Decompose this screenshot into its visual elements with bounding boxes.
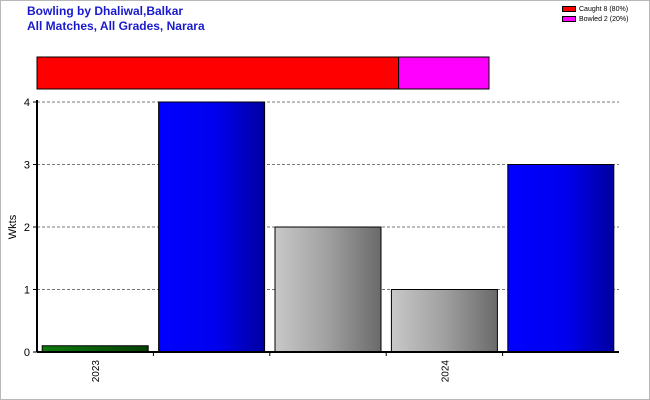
legend-item-bowled: Bowled 2 (20%): [562, 14, 628, 24]
chart-title: Bowling by Dhaliwal,Balkar: [27, 4, 184, 18]
legend-item-caught: Caught 8 (80%): [562, 4, 628, 14]
chart-subtitle: All Matches, All Grades, Narara: [27, 19, 205, 33]
legend-label-caught: Caught 8 (80%): [579, 5, 629, 13]
y-tick-label-2: 2: [24, 222, 30, 234]
x-tick-label-0: 2023: [91, 360, 102, 383]
y-tick-label-4: 4: [24, 97, 30, 109]
dismissal-segment-0: [36, 56, 400, 90]
bar-2: [274, 226, 382, 353]
y-axis-label: Wkts: [7, 214, 19, 239]
legend-label-bowled: Bowled 2 (20%): [579, 15, 629, 23]
bar-1: [158, 101, 266, 353]
y-tick-label-0: 0: [24, 347, 30, 359]
legend-swatch-bowled: [562, 16, 576, 22]
y-tick-label-1: 1: [24, 285, 30, 297]
legend-swatch-caught: [562, 6, 576, 12]
legend: Caught 8 (80%) Bowled 2 (20%): [562, 4, 628, 24]
bar-4: [507, 164, 615, 353]
x-tick-label-1: 2024: [440, 360, 451, 383]
bar-3: [390, 289, 498, 353]
dismissal-segment-1: [398, 56, 490, 90]
y-tick-label-3: 3: [24, 160, 30, 172]
